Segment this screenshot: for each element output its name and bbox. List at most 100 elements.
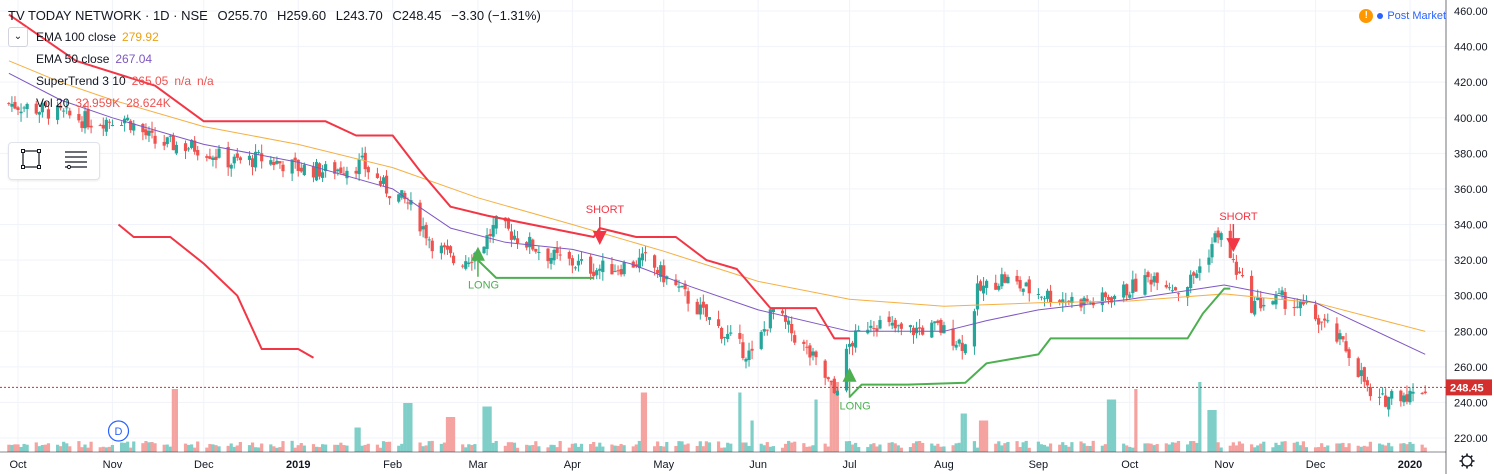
volume-bar	[1237, 441, 1242, 452]
candle	[442, 242, 447, 255]
volume-bar	[1189, 441, 1193, 452]
candle	[1146, 270, 1150, 283]
volume-bar	[205, 447, 209, 452]
candle	[1042, 295, 1047, 307]
candle	[485, 228, 489, 256]
candle	[674, 274, 678, 287]
candle	[1216, 227, 1220, 244]
candle	[1359, 362, 1363, 385]
gear-icon[interactable]	[1459, 453, 1475, 469]
volume-bar	[1195, 442, 1199, 452]
volume-bar	[963, 413, 967, 452]
volume-bar	[741, 442, 745, 452]
candle	[1283, 288, 1287, 315]
candle	[1408, 387, 1412, 405]
candle	[525, 241, 529, 251]
candle	[272, 157, 276, 171]
candle	[659, 261, 663, 282]
candle	[1015, 269, 1019, 285]
time-tick-label: Nov	[1214, 459, 1234, 471]
volume-bar	[1408, 442, 1412, 452]
candle	[46, 105, 51, 125]
volume-bar	[250, 442, 255, 452]
volume-bar	[866, 447, 870, 452]
volume-bar	[168, 446, 172, 452]
indicator-ema50[interactable]: EMA 50 close 267.04	[8, 48, 541, 70]
candle	[1411, 383, 1415, 402]
indicator-ema100[interactable]: ⌄ EMA 100 close 279.92	[8, 26, 541, 48]
volume-bar	[930, 443, 934, 452]
chevron-down-icon[interactable]: ⌄	[8, 27, 28, 47]
volume-bar	[339, 442, 343, 452]
candle	[1405, 385, 1409, 405]
price-tick-label: 400.00	[1454, 113, 1488, 125]
volume-bar	[147, 442, 151, 452]
candle	[1338, 329, 1342, 346]
candle	[726, 325, 730, 343]
volume-bar	[190, 444, 194, 452]
volume-bar	[1323, 446, 1327, 452]
volume-bar	[439, 443, 443, 452]
volume-bar	[1313, 447, 1318, 452]
candle	[37, 111, 41, 123]
volume-bar	[1356, 445, 1360, 452]
candle	[59, 101, 63, 111]
volume-bar	[656, 441, 660, 452]
volume-bar	[512, 442, 517, 452]
candle	[643, 245, 648, 262]
volume-bar	[960, 413, 964, 452]
candle	[336, 168, 340, 176]
time-tick-label: Jun	[749, 459, 767, 471]
indicator-supertrend[interactable]: SuperTrend 3 10 265.05 n/a n/a	[8, 70, 541, 92]
volume-bar	[549, 444, 553, 452]
candle	[311, 161, 316, 183]
indicator-volume[interactable]: Vol 20 32.959K 28.624K	[8, 92, 541, 114]
candle	[957, 338, 961, 347]
volume-bar	[1134, 389, 1138, 452]
volume-bar	[354, 427, 358, 452]
volume-bar	[1326, 445, 1330, 452]
volume-bar	[908, 446, 913, 452]
volume-bar	[1277, 445, 1281, 452]
candle	[528, 232, 532, 254]
volume-bar	[1335, 443, 1339, 452]
volume-bar	[1149, 443, 1153, 452]
volume-bar	[1100, 445, 1104, 452]
volume-bar	[55, 444, 60, 452]
candle	[683, 280, 687, 297]
candle	[972, 308, 977, 355]
volume-bar	[1079, 441, 1083, 452]
price-tick-label: 280.00	[1454, 326, 1488, 338]
volume-bar	[1155, 444, 1159, 452]
candle	[1326, 313, 1330, 324]
candle	[954, 341, 958, 351]
candle	[1271, 300, 1275, 306]
indicator-value: 279.92	[122, 30, 159, 44]
candle	[461, 264, 465, 269]
candle	[1128, 291, 1132, 300]
volume-bar	[835, 382, 839, 452]
volume-bar	[257, 447, 261, 452]
candle	[1219, 231, 1223, 247]
volume-bar	[485, 406, 489, 452]
volume-bar	[762, 445, 766, 452]
list-settings-icon[interactable]	[63, 148, 89, 175]
rectangle-select-icon[interactable]	[20, 148, 42, 175]
volume-bar	[805, 446, 809, 452]
volume-bar	[1176, 440, 1181, 452]
volume-bar	[299, 443, 303, 452]
volume-bar	[665, 441, 669, 452]
volume-bar	[1399, 443, 1403, 452]
volume-bar	[1228, 445, 1232, 452]
symbol-title[interactable]: TV TODAY NETWORK · 1D · NSE	[8, 8, 208, 23]
volume-bar	[570, 443, 574, 452]
dividend-marker[interactable]: D	[107, 420, 130, 442]
volume-bar	[631, 446, 635, 452]
candle	[445, 239, 450, 255]
warning-icon[interactable]: !	[1359, 9, 1374, 23]
market-status[interactable]: ! Post Market	[1359, 9, 1446, 23]
volume-bar	[232, 446, 236, 452]
candle	[701, 294, 705, 315]
candle	[914, 321, 919, 339]
